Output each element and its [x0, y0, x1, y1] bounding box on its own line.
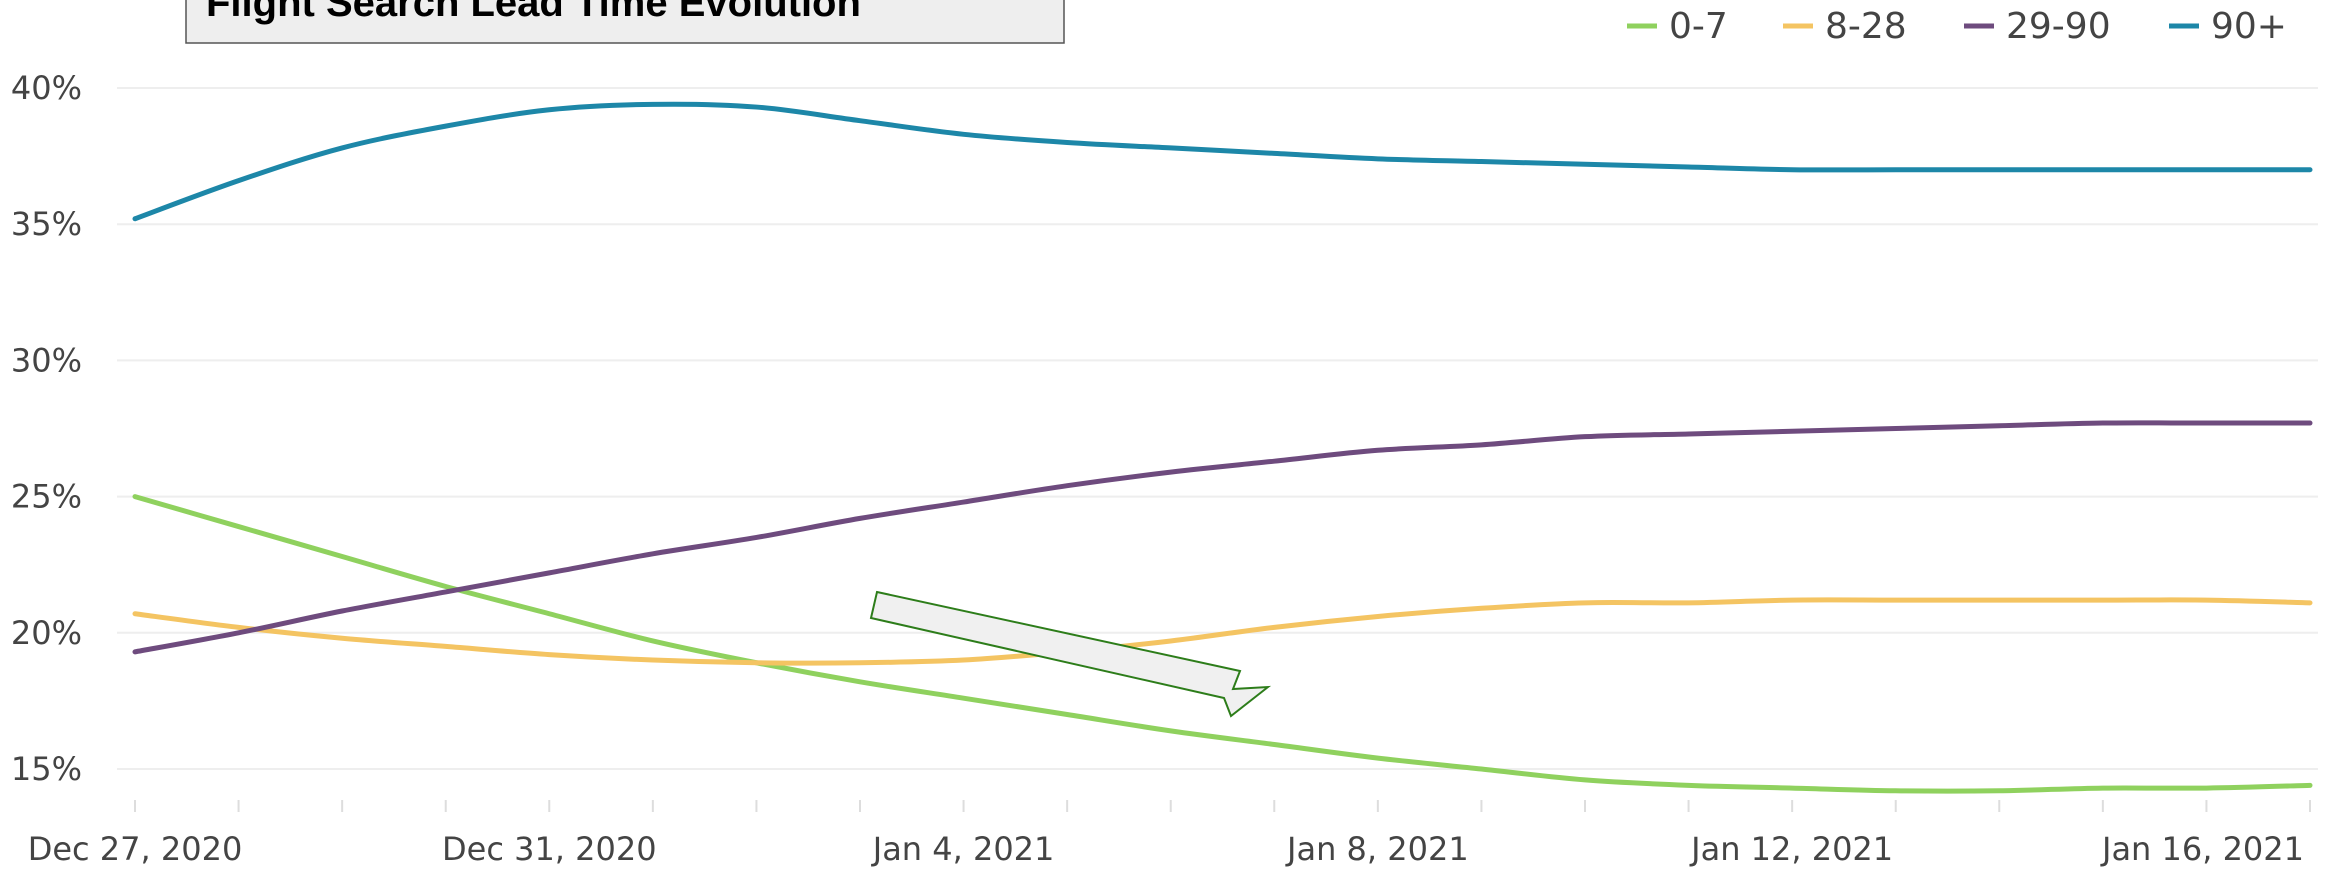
legend: 0-7 8-28 29-90 90+	[1627, 6, 2287, 47]
series-line-0-7	[132, 494, 2313, 794]
grid-lines	[117, 87, 2318, 770]
series-lines	[132, 101, 2313, 794]
x-tick-label: Jan 4, 2021	[871, 830, 1055, 868]
y-tick-label: 40%	[11, 69, 82, 107]
x-tick-label: Dec 27, 2020	[28, 830, 243, 868]
series-line-8-28	[132, 597, 2313, 666]
legend-label: 29-90	[2006, 6, 2111, 47]
trend-arrow	[869, 590, 1272, 718]
y-tick-label: 15%	[11, 750, 82, 788]
series-line-29-90	[132, 420, 2313, 655]
y-tick-label: 20%	[11, 614, 82, 652]
y-axis-ticks: 15% 20% 25% 30% 35% 40%	[11, 69, 82, 788]
legend-label: 8-28	[1825, 6, 1907, 47]
chart-title-box: Flight Search Lead Time Evolution	[185, 0, 1065, 44]
x-tick-label: Dec 31, 2020	[442, 830, 657, 868]
y-tick-label: 30%	[11, 341, 82, 379]
y-tick-label: 35%	[11, 205, 82, 243]
legend-label: 90+	[2211, 6, 2287, 47]
x-tick-label: Jan 8, 2021	[1285, 830, 1469, 868]
legend-label: 0-7	[1669, 6, 1728, 47]
chart-title: Flight Search Lead Time Evolution	[206, 0, 861, 25]
x-tick-label: Jan 16, 2021	[2100, 830, 2304, 868]
x-axis-ticks: Dec 27, 2020 Dec 31, 2020 Jan 4, 2021 Jan 8…	[28, 800, 2311, 868]
y-tick-label: 25%	[11, 478, 82, 516]
series-line-90+	[132, 101, 2313, 222]
x-tick-label: Jan 12, 2021	[1689, 830, 1893, 868]
